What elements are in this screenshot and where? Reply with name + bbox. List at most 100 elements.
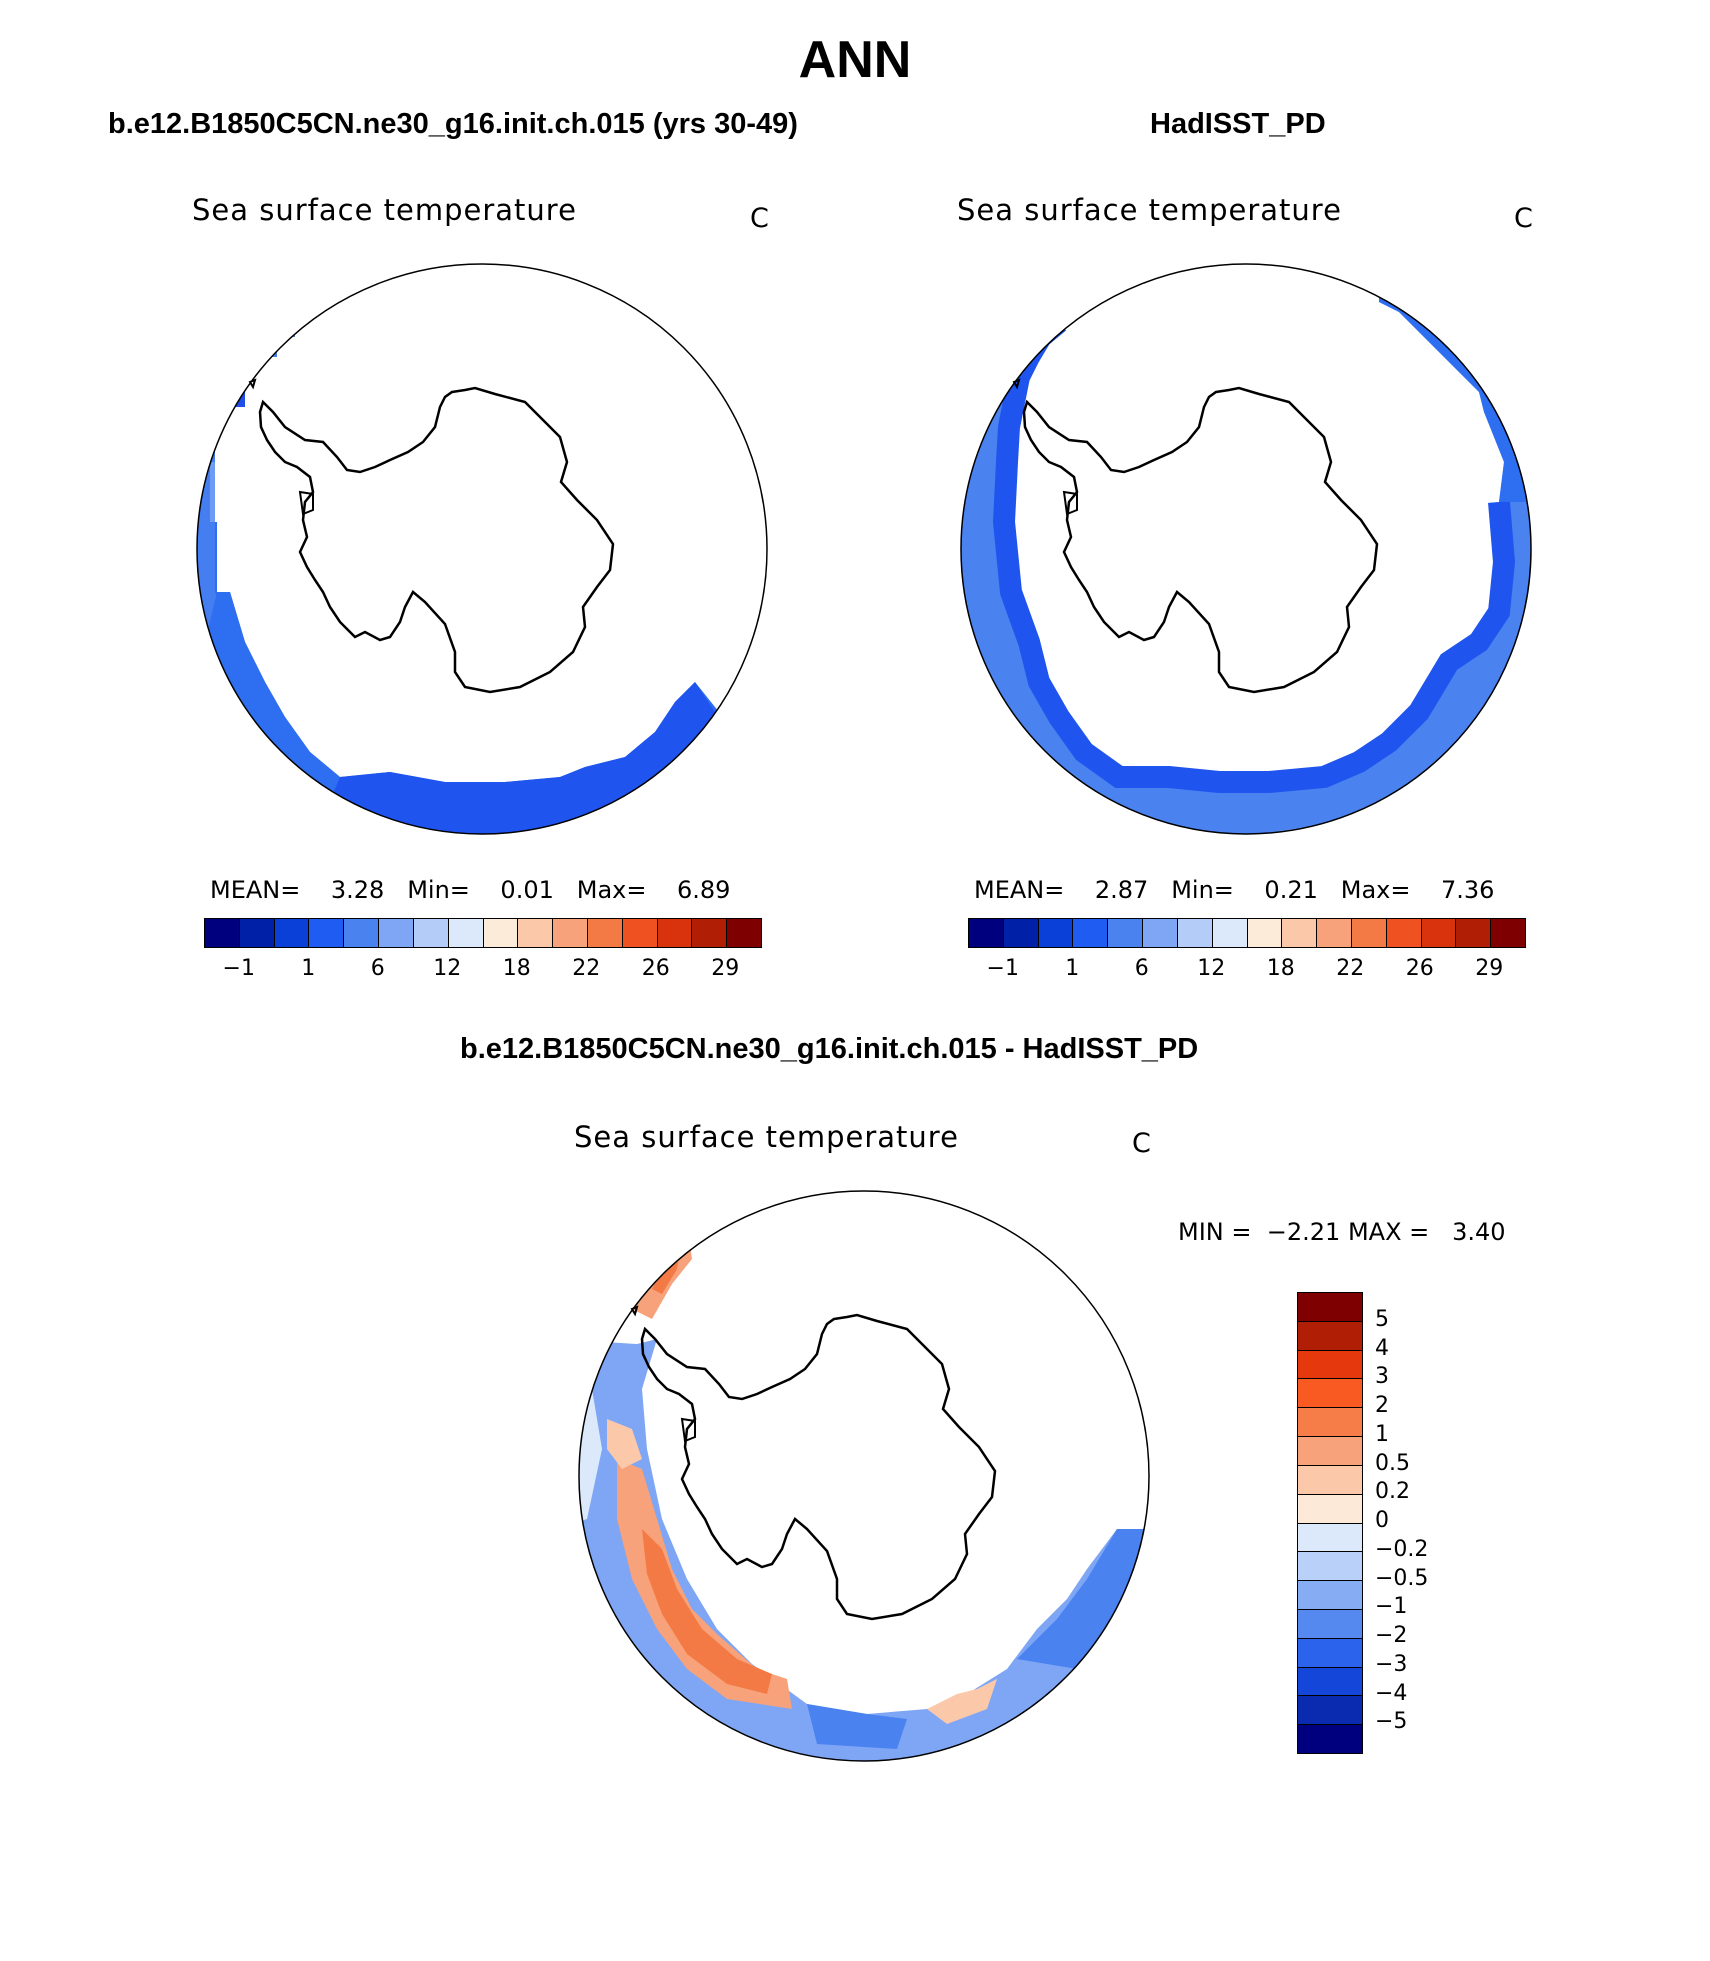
model-colorbar-swatch <box>727 919 761 947</box>
diff-case-title: b.e12.B1850C5CN.ne30_g16.init.ch.015 - H… <box>460 1033 1199 1065</box>
peninsula-island <box>298 490 314 516</box>
diff-units: C <box>1132 1128 1151 1159</box>
diff-colorbar-tick-label: −4 <box>1375 1680 1408 1706</box>
model-colorbar-tick-label: 22 <box>572 956 601 981</box>
ocean-band-east <box>1379 264 1529 502</box>
model-colorbar-tick-label: 26 <box>641 956 670 981</box>
diff-colorbar-swatch <box>1298 1609 1362 1639</box>
diff-colorbar-tick-label: 0.2 <box>1375 1479 1410 1505</box>
diff-colorbar-swatch <box>1298 1379 1362 1409</box>
diff-max-value: 3.40 <box>1452 1218 1506 1246</box>
obs-colorbar-swatch <box>1143 919 1178 947</box>
diff-colorbar-swatch <box>1298 1350 1362 1380</box>
small-island <box>630 1305 639 1317</box>
obs-colorbar-tick-label: 12 <box>1197 956 1226 981</box>
obs-field-name: Sea surface temperature <box>957 193 1342 227</box>
obs-colorbar <box>968 918 1526 948</box>
obs-colorbar-swatch <box>969 919 1004 947</box>
diff-colorbar-ticks: 5 4 3 2 1 0.5 0.2 0 −0.2 −0.5 −1 −2 −3 −4 −5 <box>1375 1292 1465 1752</box>
obs-max-label: Max= <box>1340 876 1411 904</box>
diff-colorbar-swatch <box>1298 1725 1362 1753</box>
obs-colorbar-tick-label: 1 <box>1065 956 1080 981</box>
diff-colorbar-swatch <box>1298 1552 1362 1582</box>
obs-colorbar-swatch <box>1212 919 1248 947</box>
diff-colorbar-tick-label: 0 <box>1375 1508 1389 1533</box>
ocean-band-outer-dark <box>225 282 328 407</box>
model-colorbar-swatch <box>483 919 519 947</box>
obs-colorbar-tick-label: −1 <box>986 956 1019 981</box>
obs-colorbar-tick-label: 18 <box>1266 956 1295 981</box>
model-colorbar-swatch <box>309 919 345 947</box>
diff-colorbar-swatch <box>1298 1408 1362 1438</box>
diff-colorbar-tick-label: 0.5 <box>1375 1450 1410 1476</box>
model-mean-value: 3.28 <box>330 876 385 904</box>
model-max-value: 6.89 <box>677 876 731 904</box>
diff-colorbar-tick-label: 3 <box>1375 1364 1389 1390</box>
ocean-band-dark-inner <box>992 313 1516 793</box>
obs-min-label: Min= <box>1171 876 1234 904</box>
obs-max-value: 7.36 <box>1441 876 1495 904</box>
model-colorbar-swatch <box>448 919 484 947</box>
diff-cool-patch-east <box>1017 1529 1147 1669</box>
diff-colorbar-tick-label: 2 <box>1375 1393 1389 1418</box>
model-stats: MEAN= 3.28 Min= 0.01 Max= 6.89 <box>210 876 730 904</box>
model-colorbar-swatch <box>344 919 380 947</box>
diff-colorbar-swatch <box>1298 1437 1362 1466</box>
diff-warm-patch-south <box>927 1679 997 1724</box>
diff-colorbar-swatch <box>1298 1523 1362 1553</box>
model-polar-map <box>196 263 768 835</box>
model-colorbar-swatch <box>205 919 240 947</box>
ocean-band-southwest <box>205 592 340 812</box>
obs-colorbar-swatch <box>1386 919 1422 947</box>
diff-polar-map <box>578 1190 1150 1762</box>
obs-colorbar-tick-label: 26 <box>1405 956 1434 981</box>
model-colorbar-swatch <box>379 919 414 947</box>
model-min-label: Min= <box>407 876 470 904</box>
model-colorbar-swatch <box>274 919 310 947</box>
diff-colorbar-swatch <box>1298 1696 1362 1726</box>
obs-stats: MEAN= 2.87 Min= 0.21 Max= 7.36 <box>974 876 1494 904</box>
obs-colorbar-tick-label: 29 <box>1475 956 1504 981</box>
model-colorbar-tick-label: −1 <box>222 956 255 981</box>
diff-colorbar-tick-label: −5 <box>1375 1709 1408 1735</box>
small-island <box>248 378 257 390</box>
obs-colorbar-ticks: −1 1 6 12 18 22 26 29 <box>968 956 1524 986</box>
obs-polar-map <box>960 263 1532 835</box>
model-colorbar-swatch <box>239 919 275 947</box>
antarctica-coastline <box>258 386 615 694</box>
obs-colorbar-swatch <box>1282 919 1318 947</box>
diff-colorbar-tick-label: −1 <box>1375 1594 1408 1620</box>
diff-warm-patch-nw <box>632 1224 692 1319</box>
obs-colorbar-swatch <box>1247 919 1283 947</box>
model-colorbar-swatch <box>413 919 449 947</box>
diff-colorbar-swatch <box>1298 1667 1362 1697</box>
diff-min-label: MIN = <box>1178 1218 1252 1246</box>
obs-colorbar-swatch <box>1351 919 1387 947</box>
obs-colorbar-swatch <box>1038 919 1074 947</box>
obs-colorbar-swatch <box>1177 919 1213 947</box>
obs-units: C <box>1514 203 1533 234</box>
model-colorbar-swatch <box>657 919 693 947</box>
peninsula-island <box>1062 490 1078 516</box>
diff-cool-patch-south <box>807 1704 907 1749</box>
ocean-band-south <box>325 682 735 834</box>
diff-colorbar-tick-label: −0.2 <box>1375 1536 1429 1562</box>
diff-colorbar-swatch <box>1298 1465 1362 1495</box>
obs-colorbar-swatch <box>1421 919 1457 947</box>
model-colorbar-ticks: −1 1 6 12 18 22 26 29 <box>204 956 760 986</box>
diff-colorbar-swatch <box>1298 1293 1362 1322</box>
obs-colorbar-swatch <box>1456 919 1492 947</box>
ocean-band-north <box>1089 264 1149 297</box>
ocean-band <box>961 264 1531 834</box>
model-colorbar-swatch <box>553 919 588 947</box>
figure-title: ANN <box>798 31 912 89</box>
obs-mean-value: 2.87 <box>1094 876 1149 904</box>
obs-colorbar-swatch <box>1003 919 1039 947</box>
diff-field-name: Sea surface temperature <box>574 1120 959 1154</box>
antarctica-coastline <box>640 1313 997 1621</box>
obs-colorbar-swatch <box>1108 919 1144 947</box>
diff-warm-patch-west-light <box>607 1419 642 1469</box>
obs-colorbar-swatch <box>1491 919 1525 947</box>
model-max-label: Max= <box>576 876 647 904</box>
model-colorbar-swatch <box>692 919 728 947</box>
